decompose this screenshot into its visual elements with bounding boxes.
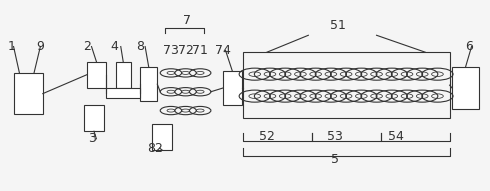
Text: 3: 3 — [88, 132, 96, 145]
Text: 5: 5 — [331, 153, 339, 166]
Bar — [84, 105, 104, 131]
Text: 7: 7 — [183, 14, 191, 27]
Bar — [14, 73, 43, 114]
Text: 71: 71 — [192, 44, 208, 57]
Text: 72: 72 — [177, 44, 194, 57]
Bar — [87, 62, 106, 88]
Text: 9: 9 — [36, 40, 44, 53]
Text: 53: 53 — [327, 130, 343, 143]
Bar — [452, 67, 479, 109]
Bar — [243, 52, 450, 118]
Bar — [106, 88, 140, 98]
Bar — [116, 62, 130, 88]
Bar — [223, 71, 242, 105]
Text: 1: 1 — [7, 40, 15, 53]
Text: 74: 74 — [215, 44, 231, 57]
Text: 54: 54 — [388, 130, 404, 143]
Text: 73: 73 — [163, 44, 179, 57]
Text: 52: 52 — [259, 130, 275, 143]
Text: 2: 2 — [83, 40, 91, 53]
Text: 51: 51 — [330, 19, 345, 32]
Text: 4: 4 — [110, 40, 119, 53]
Text: 82: 82 — [147, 142, 163, 155]
Text: 8: 8 — [136, 40, 144, 53]
Bar — [152, 124, 172, 150]
Bar — [140, 67, 157, 101]
Text: 6: 6 — [465, 40, 473, 53]
